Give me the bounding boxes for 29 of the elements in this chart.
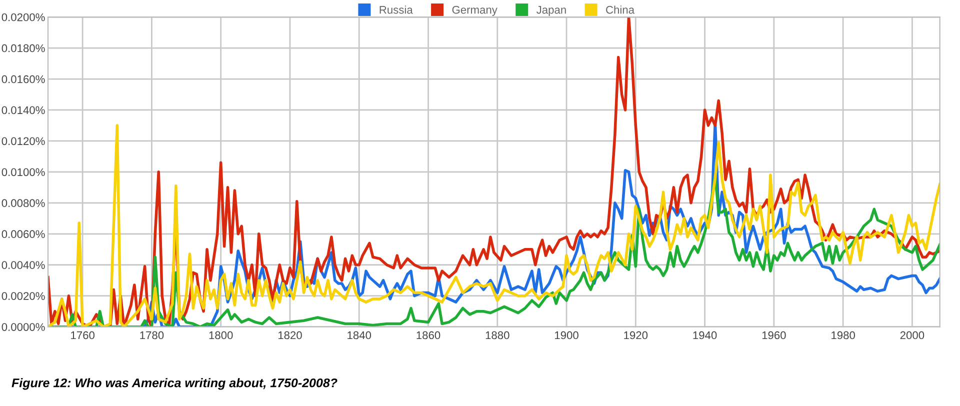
y-tick-label: 0.0160%: [2, 75, 45, 84]
caption: Figure 12: Who was America writing about, 1750-2008?: [12, 378, 338, 390]
x-tick-label: 1800: [209, 331, 233, 340]
y-tick-label: 0.0120%: [2, 137, 45, 146]
y-tick-label: 0.0200%: [2, 13, 45, 22]
x-tick-label: 1920: [624, 331, 648, 340]
y-tick-label: 0.0080%: [2, 199, 45, 208]
y-tick-label: 0.0020%: [2, 292, 45, 300]
y-tick-label: 0.0000%: [2, 323, 45, 331]
legend-label: China: [606, 6, 635, 14]
x-tick-label: 1780: [140, 331, 164, 340]
x-tick-label: 1840: [348, 331, 372, 340]
x-tick-label: 2000: [900, 331, 924, 340]
x-tick-label: 1860: [416, 331, 440, 340]
x-tick-label: 1940: [693, 331, 717, 340]
y-tick-label: 0.0140%: [2, 106, 45, 114]
y-tick-label: 0.0040%: [2, 261, 45, 270]
legend-label: Germany: [452, 6, 498, 16]
x-tick-label: 1980: [832, 331, 855, 340]
x-tick-label: 1760: [71, 331, 94, 340]
x-tick-label: 1960: [762, 331, 786, 340]
x-tick-label: 1900: [555, 331, 578, 340]
y-tick-label: 0.0060%: [2, 230, 45, 238]
y-tick-label: 0.0100%: [2, 168, 45, 176]
x-tick-label: 1820: [278, 331, 302, 340]
legend-label: Russia: [380, 6, 413, 14]
x-tick-label: 1880: [486, 331, 510, 340]
y-tick-label: 0.0180%: [2, 44, 45, 52]
legend-label: Japan: [536, 6, 566, 16]
